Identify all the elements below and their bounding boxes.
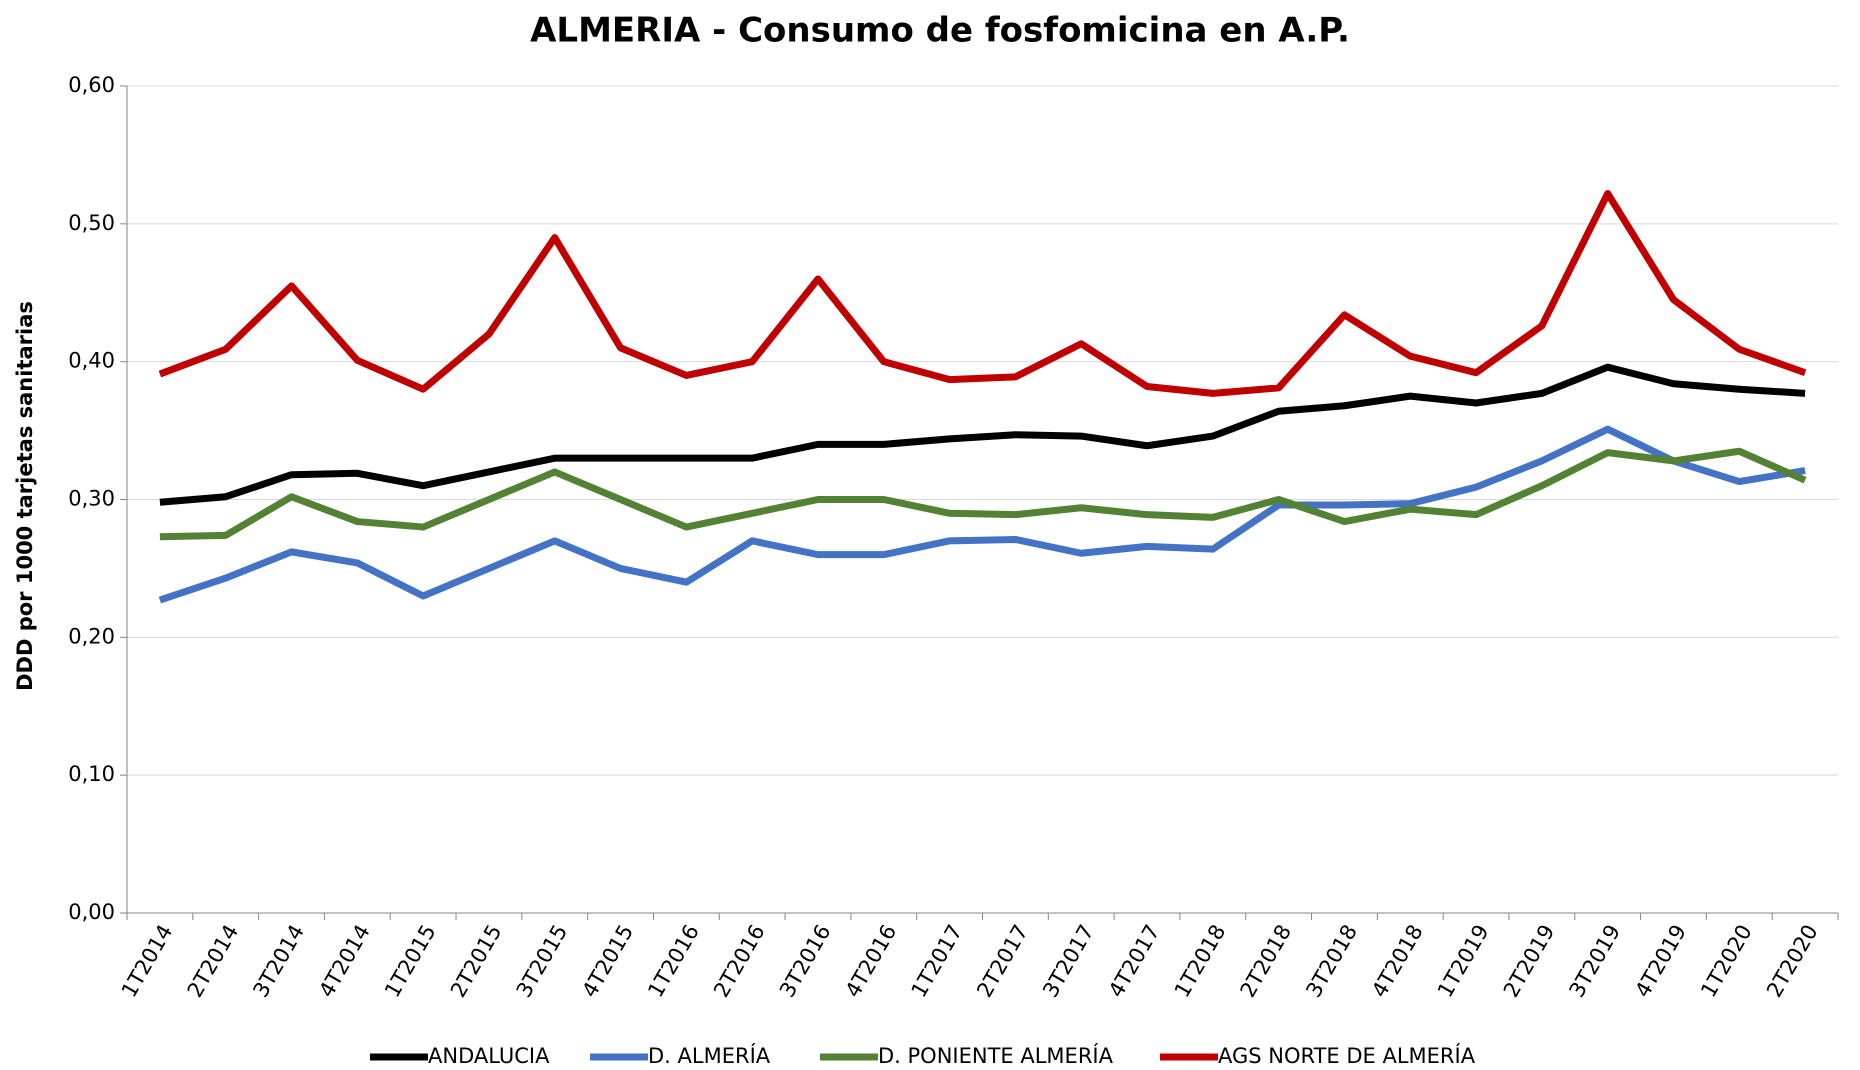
x-tick-label: 4T2016 [841,921,902,1002]
x-tick-label: 4T2019 [1630,921,1691,1002]
x-tick-label: 1T2019 [1433,921,1494,1002]
x-tick-label: 1T2015 [380,921,441,1002]
x-tick-label: 1T2017 [907,921,968,1002]
x-tick-label: 3T2017 [1038,921,1099,1002]
y-tick-label: 0,40 [68,349,115,373]
legend-label: D. ALMERÍA [648,1043,771,1068]
x-tick-label: 3T2016 [775,921,836,1002]
series-line [158,190,1807,397]
x-tick-label: 2T2016 [709,921,770,1002]
y-tick-label: 0,10 [68,762,115,786]
x-tick-label: 1T2020 [1696,921,1757,1002]
x-tick-label: 2T2017 [972,920,1033,1001]
x-tick-label: 2T2015 [446,921,507,1002]
series-line [158,425,1806,604]
x-tick-label: 2T2014 [183,921,244,1002]
x-tick-label: 4T2015 [577,921,638,1002]
legend-label: D. PONIENTE ALMERÍA [878,1043,1114,1068]
x-tick-label: 4T2018 [1367,921,1428,1002]
x-tick-label: 4T2014 [314,921,375,1002]
chart-title: ALMERIA - Consumo de fosfomicina en A.P. [530,11,1350,51]
y-tick-label: 0,20 [68,624,115,648]
x-tick-label: 3T2014 [248,921,309,1002]
y-tick-label: 0,50 [68,211,115,235]
x-tick-label: 1T2016 [643,921,704,1002]
series-line [159,363,1806,506]
x-tick-label: 2T2019 [1499,921,1560,1002]
x-tick-label: 3T2019 [1565,921,1626,1002]
x-tick-label: 1T2014 [117,921,178,1002]
legend-label: ANDALUCIA [428,1044,550,1068]
y-tick-label: 0,00 [68,900,115,924]
x-tick-label: 4T2017 [1104,921,1165,1002]
y-tick-label: 0,30 [68,487,115,511]
x-tick-label: 3T2018 [1301,921,1362,1002]
legend-label: AGS NORTE DE ALMERÍA [1218,1043,1476,1068]
y-tick-label: 0,60 [68,73,115,97]
x-tick-label: 2T2020 [1762,921,1823,1002]
y-axis-label: DDD por 1000 tarjetas sanitarias [13,301,37,691]
x-tick-label: 3T2015 [512,921,573,1002]
x-tick-label: 1T2018 [1170,921,1231,1002]
series-line [159,447,1807,541]
x-tick-label: 2T2018 [1236,921,1297,1002]
